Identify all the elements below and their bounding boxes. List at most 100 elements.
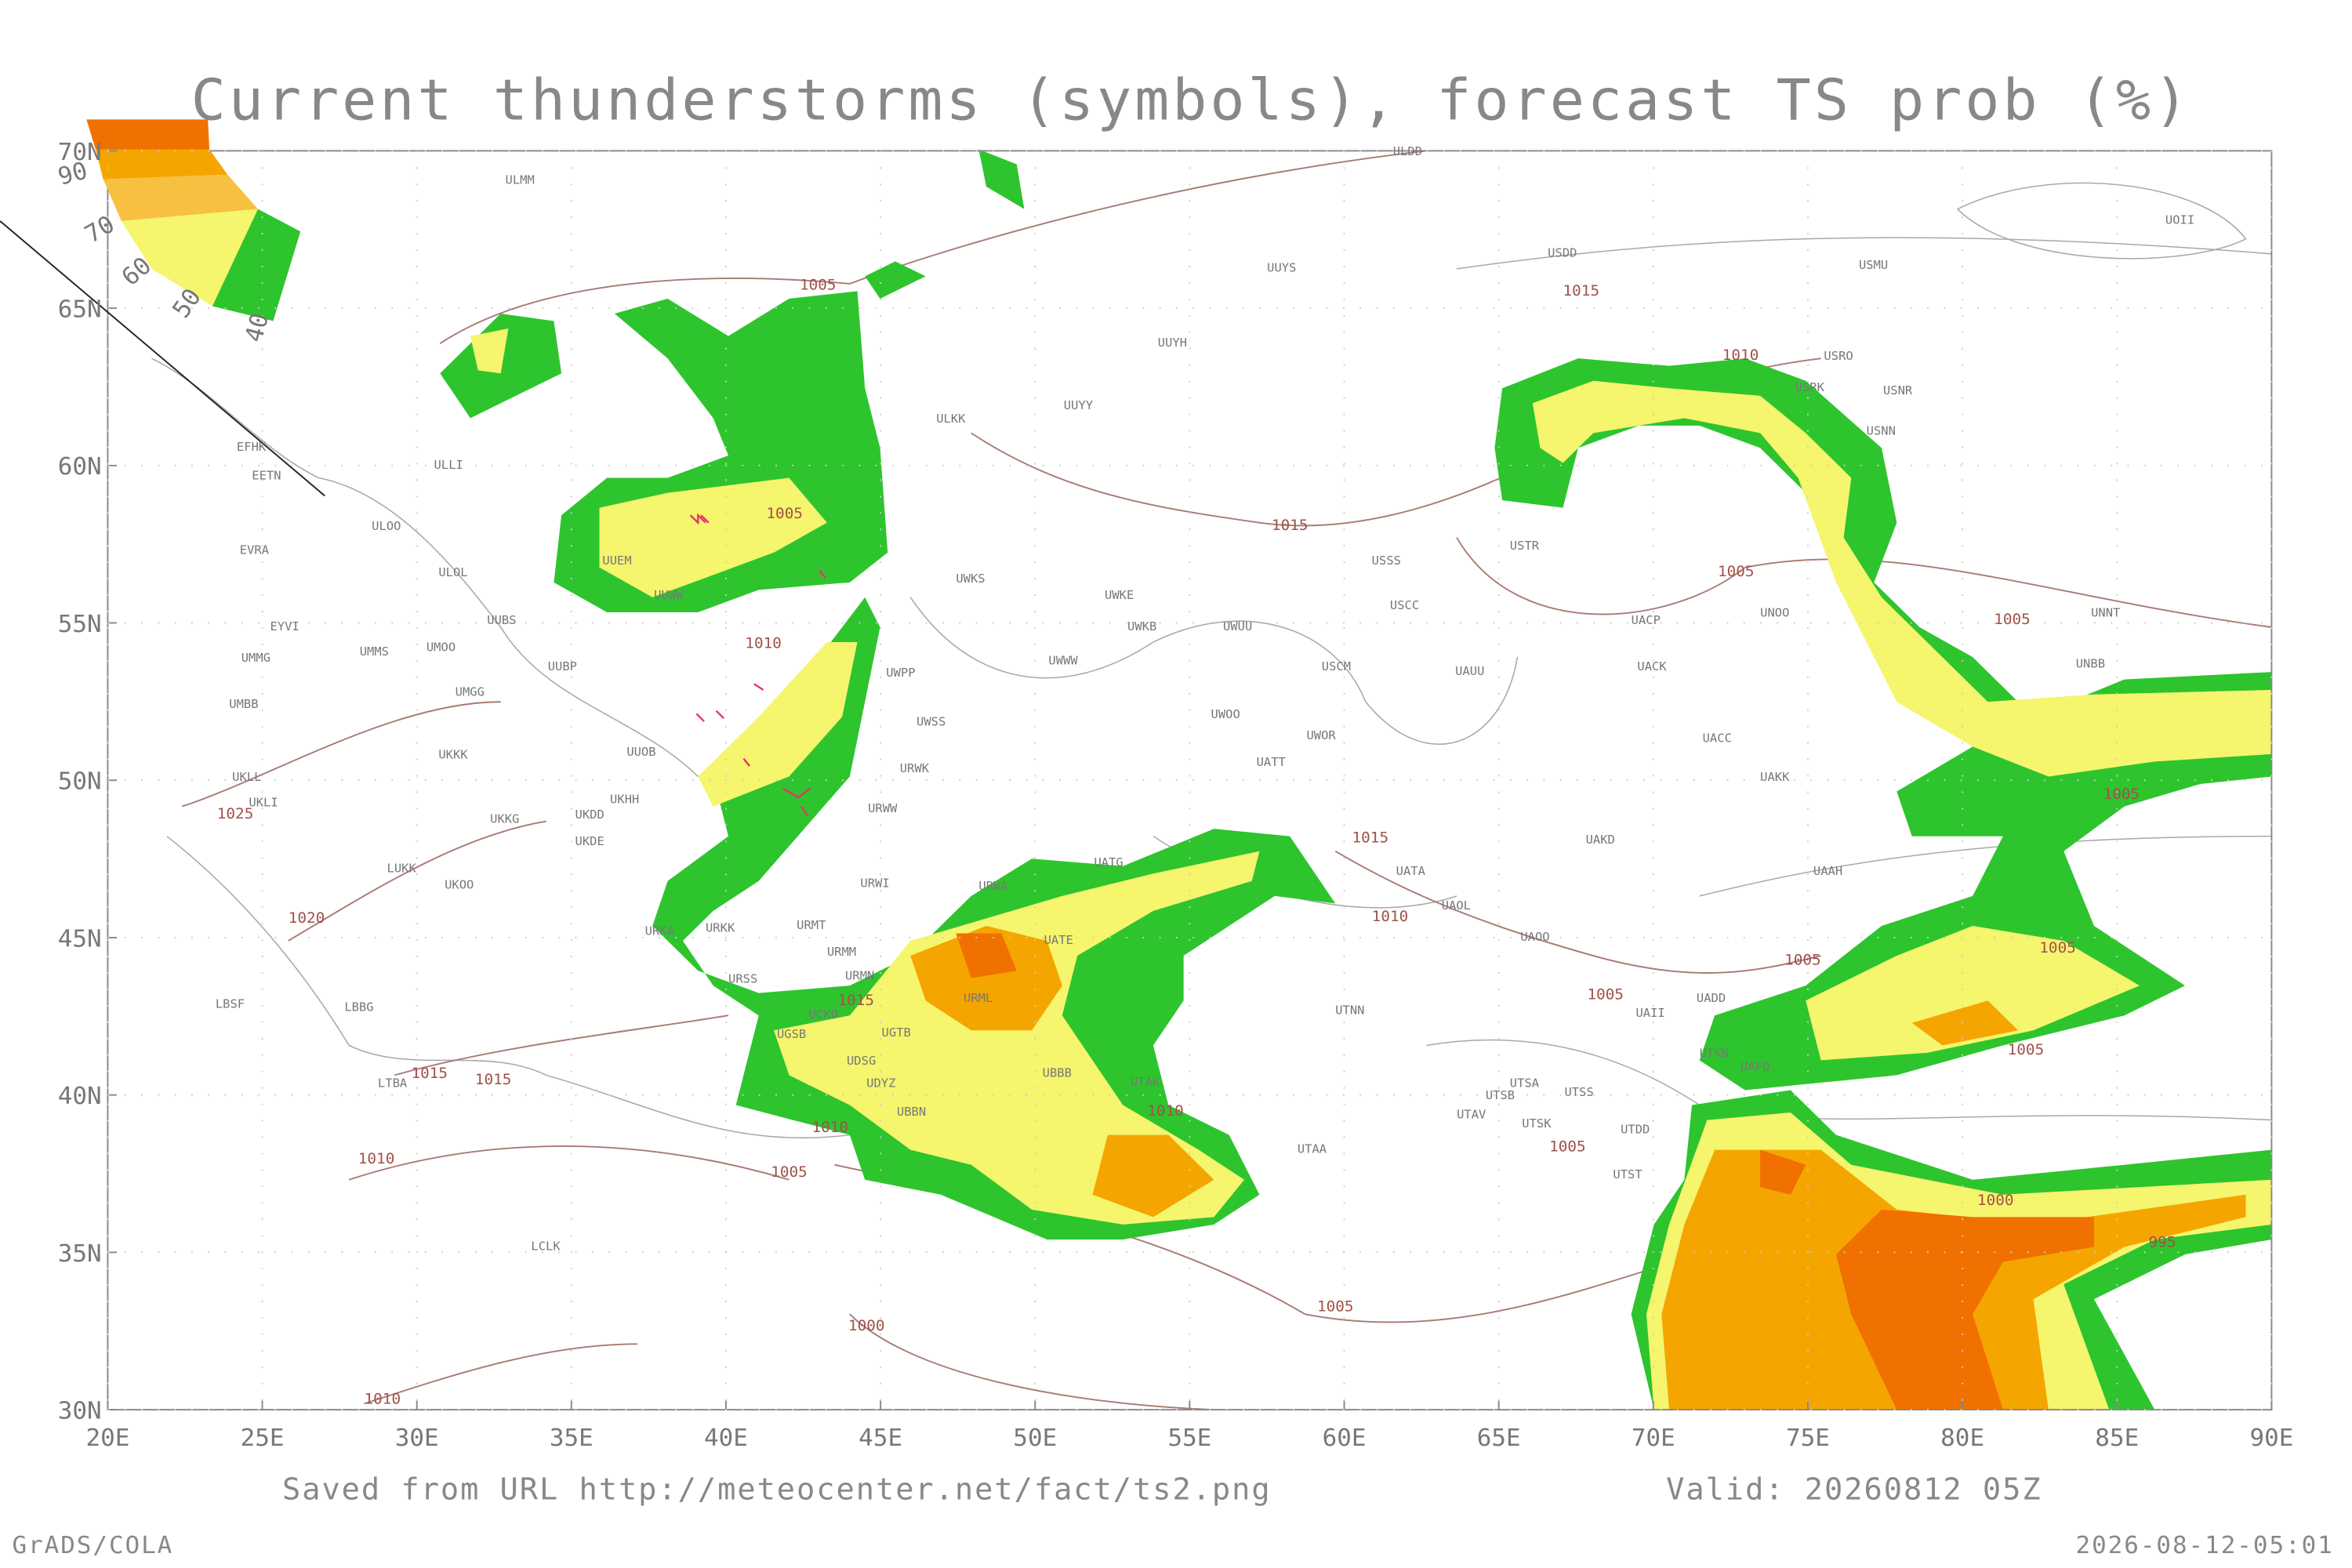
lon-tick-label: 80E (1940, 1424, 1984, 1452)
lon-tick-label: 85E (2095, 1424, 2139, 1452)
isobar-label: 1010 (365, 1390, 401, 1408)
station-label: UCKO (809, 1007, 838, 1022)
legend-swatch (121, 209, 274, 307)
isobar-label: 1005 (1718, 562, 1755, 580)
station-label: UUYH (1158, 336, 1187, 350)
station-label: UWWW (1048, 654, 1078, 668)
station-label: UKKG (490, 812, 519, 826)
station-label: URML (964, 991, 993, 1005)
lat-tick-label: 65N (58, 296, 102, 324)
station-label: UNNT (2091, 606, 2120, 620)
lon-tick-label: 35E (550, 1424, 593, 1452)
station-label: UAFO (1740, 1060, 1769, 1074)
station-label: UOII (2165, 213, 2194, 227)
station-label: EVRA (240, 543, 269, 557)
lon-tick-label: 25E (241, 1424, 285, 1452)
station-label: UGSB (777, 1027, 806, 1041)
station-label: UUOB (626, 745, 655, 759)
isobar-label: 1010 (1722, 346, 1759, 364)
station-label: UWKS (956, 572, 985, 586)
station-label: UAKK (1760, 770, 1790, 784)
lon-tick-label: 40E (704, 1424, 748, 1452)
station-label: UWOO (1211, 707, 1240, 721)
station-label: UTNN (1335, 1003, 1364, 1017)
station-label: UAAH (1813, 864, 1842, 878)
station-label: UTAV (1457, 1108, 1486, 1122)
legend-swatch (103, 174, 259, 221)
station-label: UTST (1613, 1167, 1642, 1181)
station-label: USCC (1390, 598, 1419, 612)
station-label: URKK (706, 921, 735, 935)
station-label: UUYY (1064, 398, 1093, 412)
isobar-label: 1015 (475, 1070, 512, 1088)
isobar-label: 1005 (766, 504, 803, 522)
station-label: UUBS (487, 613, 516, 627)
isobar-label: 1015 (1563, 281, 1600, 299)
station-label: UDYZ (866, 1076, 895, 1091)
station-label: UKKK (438, 748, 468, 762)
station-label: LBBG (344, 1000, 373, 1014)
isobar-label: 1020 (289, 909, 325, 927)
station-label: ULOL (438, 565, 467, 579)
station-label: UWKE (1105, 588, 1134, 602)
station-label: UATT (1257, 755, 1286, 769)
isobar-label: 1025 (217, 804, 254, 822)
lat-tick-label: 30N (58, 1397, 102, 1425)
station-label: UTAA (1298, 1142, 1327, 1156)
station-label: UGTB (882, 1025, 911, 1040)
isobar-label: 1005 (1784, 951, 1821, 969)
station-label: UBBB (1043, 1065, 1072, 1080)
station-label: LTBA (378, 1076, 407, 1091)
isobar-label: 1005 (1317, 1298, 1354, 1316)
station-label: UWKB (1127, 619, 1156, 633)
station-label: UTSS (1564, 1085, 1593, 1099)
station-label: URMM (827, 945, 856, 959)
lon-tick-label: 75E (1786, 1424, 1830, 1452)
station-label: USRO (1824, 349, 1853, 363)
lon-tick-label: 50E (1013, 1424, 1057, 1452)
station-label: UMMG (241, 651, 270, 665)
station-label: UNBB (2076, 657, 2105, 671)
station-label: EETN (252, 469, 281, 483)
station-label: USMU (1859, 258, 1888, 272)
station-label: UATA (1396, 864, 1425, 878)
station-label: UACC (1703, 731, 1732, 746)
legend (86, 119, 301, 321)
isobar-label: 1000 (848, 1316, 885, 1334)
lon-tick-label: 90E (2249, 1424, 2293, 1452)
lat-tick-label: 35N (58, 1240, 102, 1268)
station-label: UAII (1635, 1006, 1664, 1020)
station-label: UDSG (847, 1054, 876, 1068)
station-label: URKA (645, 924, 674, 938)
station-label: ULMM (506, 172, 535, 187)
isobar-label: 1010 (1147, 1102, 1184, 1120)
lon-tick-label: 70E (1632, 1424, 1675, 1452)
station-label: LBSF (216, 997, 245, 1011)
station-label: UACP (1632, 613, 1661, 627)
station-label: UUEM (602, 554, 631, 568)
station-label: ULOO (372, 519, 401, 533)
lat-tick-label: 55N (58, 610, 102, 638)
station-label: UBBN (897, 1105, 926, 1119)
station-label: EYVI (270, 619, 299, 633)
isobar-label: 1010 (745, 634, 782, 652)
isobar-label: 1010 (358, 1149, 395, 1167)
station-label: USDD (1548, 246, 1577, 260)
station-label: UMGG (456, 685, 485, 699)
station-label: UKLI (249, 796, 278, 810)
station-label: UTSK (1522, 1116, 1552, 1131)
station-label: UKLL (232, 770, 261, 784)
station-label: UAOL (1442, 898, 1471, 913)
station-label: UMBB (229, 697, 258, 711)
lat-tick-label: 70N (58, 138, 102, 166)
station-label: UMMS (360, 644, 389, 659)
station-label: UWSS (916, 715, 946, 729)
title: Current thunderstorms (symbols), forecas… (191, 67, 2192, 133)
isobar-label: 1005 (1588, 985, 1624, 1003)
lat-tick-label: 60N (58, 452, 102, 481)
isobar-label: 1005 (771, 1163, 808, 1181)
station-label: UKDD (575, 808, 604, 822)
isobar-label: 1000 (1977, 1191, 2014, 1209)
station-label: ULKK (936, 412, 966, 426)
